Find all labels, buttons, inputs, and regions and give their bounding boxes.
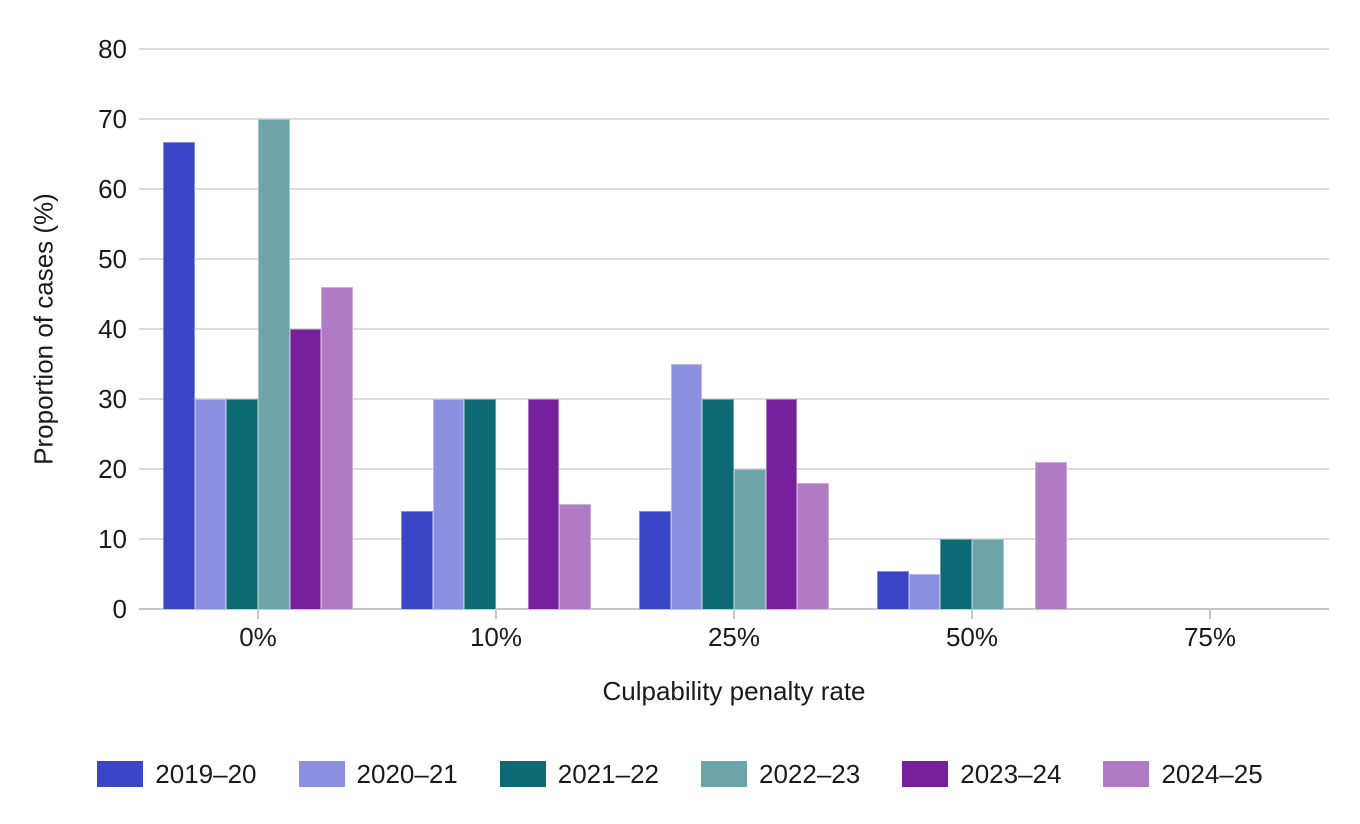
legend-swatch-2019–20: [97, 761, 144, 787]
legend-swatch-2023–24: [902, 761, 949, 787]
x-tick-mark-25%: [733, 609, 735, 619]
x-tick-mark-50%: [971, 609, 973, 619]
legend-label-2019–20: 2019–20: [155, 759, 257, 789]
bar-2019–20-0%: [162, 142, 195, 609]
bar-2023–24-10%: [527, 399, 560, 609]
legend-label-2022–23: 2022–23: [759, 759, 861, 789]
legend-swatch-2020–21: [298, 761, 345, 787]
legend-item-2019–20: 2019–20: [97, 759, 257, 789]
bar-2021–22-10%: [464, 399, 496, 609]
plot-area: [139, 48, 1329, 610]
y-tick-label-70: 70: [98, 104, 127, 134]
bar-2021–22-50%: [940, 539, 972, 609]
gridline-y-30: [139, 398, 1329, 400]
bar-group-10%: [377, 49, 615, 609]
bar-2024–25-0%: [321, 287, 354, 609]
y-tick-label-20: 20: [98, 454, 127, 484]
gridline-y-80: [139, 48, 1329, 50]
bar-2021–22-0%: [226, 399, 258, 609]
bar-2023–24-25%: [765, 399, 798, 609]
x-axis-title: Culpability penalty rate: [602, 676, 866, 706]
bar-2024–25-50%: [1035, 462, 1068, 609]
bar-2024–25-10%: [559, 504, 592, 609]
legend-label-2024–25: 2024–25: [1161, 759, 1263, 789]
x-tick-label-50%: 50%: [945, 622, 999, 652]
gridline-y-60: [139, 188, 1329, 190]
legend-item-2022–23: 2022–23: [701, 760, 860, 788]
y-tick-label-30: 30: [98, 384, 127, 414]
bar-2024–25-25%: [797, 483, 830, 609]
x-tick-mark-0%: [257, 609, 259, 619]
bar-2021–22-25%: [702, 399, 734, 609]
y-tick-label-60: 60: [98, 174, 127, 204]
x-tick-label-10%: 10%: [469, 622, 523, 652]
y-tick-label-0: 0: [112, 594, 127, 624]
legend-item-2024–25: 2024–25: [1103, 759, 1263, 789]
gridline-y-40: [139, 328, 1329, 330]
bar-group-75%: [1091, 49, 1329, 609]
x-tick-label-25%: 25%: [707, 622, 761, 652]
legend-item-2020–21: 2020–21: [298, 759, 458, 789]
gridline-y-50: [139, 258, 1329, 260]
bar-2019–20-25%: [638, 511, 671, 609]
legend-swatch-2024–25: [1103, 761, 1150, 787]
bar-2022–23-0%: [258, 119, 290, 609]
y-tick-label-10: 10: [98, 524, 127, 554]
bar-2019–20-10%: [400, 511, 433, 609]
bar-2019–20-50%: [876, 570, 909, 609]
bar-2020–21-50%: [908, 574, 941, 609]
x-tick-label-0%: 0%: [239, 622, 277, 652]
legend-swatch-2021–22: [499, 761, 546, 787]
y-tick-label-50: 50: [98, 244, 127, 274]
y-tick-label-40: 40: [98, 314, 127, 344]
x-tick-label-75%: 75%: [1183, 622, 1237, 652]
legend-swatch-2022–23: [701, 761, 747, 787]
legend-item-2021–22: 2021–22: [499, 759, 659, 789]
y-tick-label-80: 80: [98, 34, 127, 64]
legend-item-2023–24: 2023–24: [902, 760, 1061, 788]
bar-2023–24-0%: [289, 329, 322, 609]
bar-group-25%: [615, 49, 853, 609]
legend-label-2020–21: 2020–21: [356, 759, 458, 789]
bar-2020–21-10%: [432, 399, 465, 609]
bar-2020–21-25%: [670, 364, 703, 609]
bar-group-50%: [853, 49, 1091, 609]
legend-label-2021–22: 2021–22: [557, 759, 659, 789]
bar-2022–23-50%: [972, 539, 1004, 609]
bar-2022–23-25%: [734, 469, 766, 609]
legend-label-2023–24: 2023–24: [960, 759, 1062, 789]
x-tick-mark-10%: [495, 609, 497, 619]
x-tick-mark-75%: [1209, 609, 1211, 619]
gridline-y-70: [139, 118, 1329, 120]
bar-2020–21-0%: [194, 399, 227, 609]
legend: 2019–20 2020–21 2021–22 2022–23 2023–24 2024–…: [0, 760, 1360, 788]
bar-group-0%: [139, 49, 377, 609]
